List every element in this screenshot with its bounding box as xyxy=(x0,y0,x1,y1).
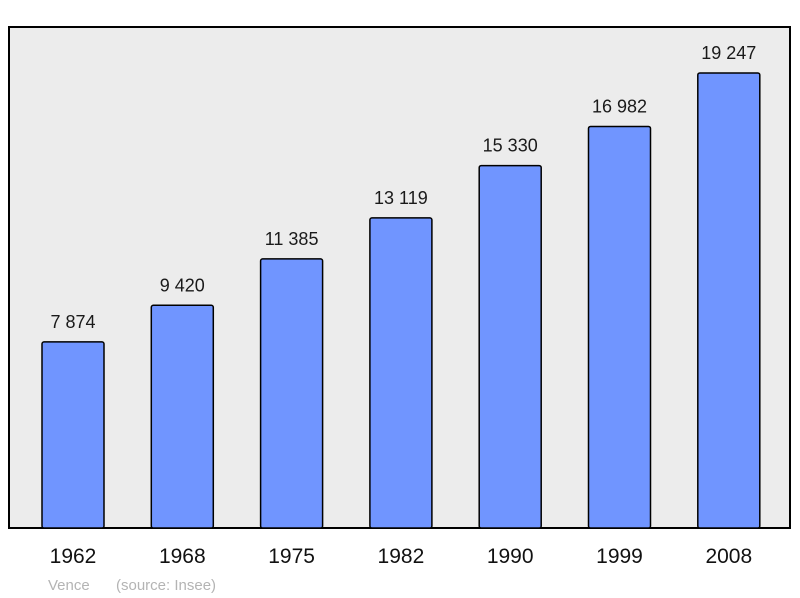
value-label-2008: 19 247 xyxy=(701,43,756,63)
caption-source: (source: Insee) xyxy=(116,577,216,594)
x-tick-label-2008: 2008 xyxy=(705,545,752,568)
bars-group xyxy=(41,72,761,529)
bar-1982 xyxy=(369,217,433,529)
x-tick-label-1999: 1999 xyxy=(596,545,643,568)
value-label-1962: 7 874 xyxy=(50,312,95,332)
value-label-1968: 9 420 xyxy=(160,275,205,295)
x-tick-label-1962: 1962 xyxy=(50,545,97,568)
bar-1962 xyxy=(41,341,105,529)
bar-1968 xyxy=(150,304,215,529)
value-label-1982: 13 119 xyxy=(374,188,428,208)
caption-place-name: Vence xyxy=(48,577,90,594)
bar-2008 xyxy=(697,72,761,529)
value-label-1975: 11 385 xyxy=(265,229,319,249)
value-label-1990: 15 330 xyxy=(483,136,538,156)
bar-1975 xyxy=(259,258,324,529)
x-tick-label-1990: 1990 xyxy=(487,545,534,568)
x-tick-labels-group: 1962 1968 1975 1982 1990 1999 2008 xyxy=(50,545,753,568)
x-tick-label-1982: 1982 xyxy=(378,545,425,568)
bar-1990 xyxy=(478,164,542,529)
value-labels-group: 7 874 9 420 11 385 13 119 15 330 16 982 19 247 xyxy=(50,43,756,332)
bar-1999 xyxy=(587,125,652,529)
x-tick-label-1968: 1968 xyxy=(159,545,206,568)
value-label-1999: 16 982 xyxy=(592,97,647,117)
x-tick-label-1975: 1975 xyxy=(268,545,315,568)
